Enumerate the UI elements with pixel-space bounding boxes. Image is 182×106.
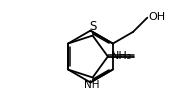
Text: S: S bbox=[90, 20, 97, 33]
Text: NH₂: NH₂ bbox=[111, 51, 132, 61]
Text: NH: NH bbox=[84, 80, 99, 90]
Text: OH: OH bbox=[149, 12, 166, 22]
